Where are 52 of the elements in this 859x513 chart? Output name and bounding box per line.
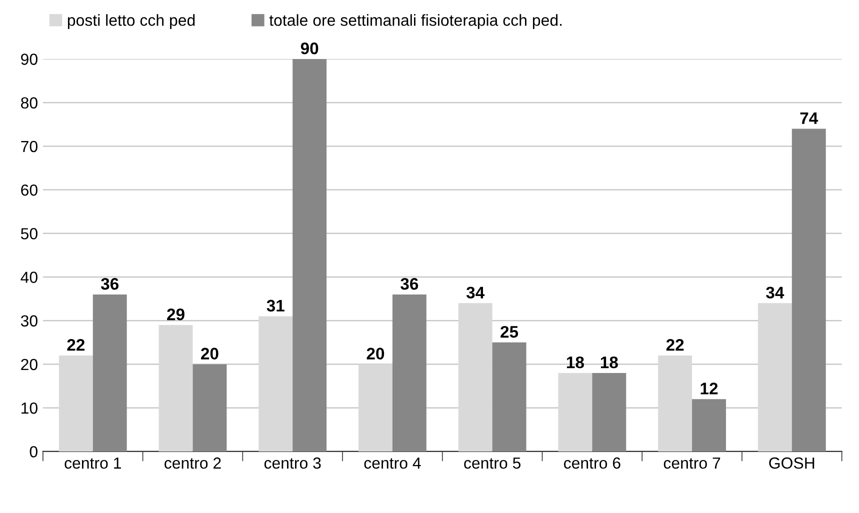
data-label: 36 [400, 278, 418, 290]
y-tick-label: 40 [20, 272, 38, 283]
data-label: 31 [266, 300, 284, 312]
y-tick-label: 0 [30, 446, 38, 458]
x-tick-label: centro 7 [664, 458, 720, 469]
legend-label: posti letto cch ped [68, 14, 195, 30]
y-tick-label: 20 [21, 358, 38, 370]
x-tick-label: centro 1 [64, 458, 121, 469]
bar [692, 399, 726, 452]
data-label: 34 [766, 286, 784, 299]
data-label: 20 [201, 348, 218, 360]
x-tick-label: GOSH [769, 457, 814, 469]
bar [492, 342, 526, 452]
data-label: 22 [666, 339, 684, 351]
bar [558, 372, 592, 452]
bar [392, 294, 426, 452]
data-label: 22 [67, 339, 85, 351]
data-label: 74 [800, 112, 818, 124]
data-label: 18 [566, 356, 584, 368]
bar [58, 356, 93, 452]
data-label: 36 [100, 278, 119, 290]
x-tick-label: centro 4 [364, 458, 421, 469]
bar [758, 303, 792, 452]
y-tick-label: 60 [21, 184, 38, 196]
bar [792, 128, 826, 452]
bar [592, 372, 626, 452]
y-tick-label: 70 [21, 140, 38, 152]
y-tick-label: 80 [21, 97, 38, 109]
y-tick-label: 10 [22, 402, 38, 414]
y-tick-label: 50 [20, 228, 38, 240]
bar [658, 356, 692, 452]
bar [358, 364, 392, 452]
data-label: 20 [366, 348, 384, 360]
x-tick-label: centro 6 [564, 457, 620, 469]
x-tick-label: centro 2 [164, 457, 221, 469]
legend-label: totale ore settimanali fisioterapia cch ped. [269, 14, 562, 30]
data-label: 25 [500, 326, 518, 338]
data-label: 90 [300, 42, 318, 54]
bar [258, 316, 293, 452]
x-tick-label: centro 3 [264, 457, 321, 469]
bar [92, 294, 127, 452]
data-label: 12 [700, 382, 718, 394]
bar [458, 303, 492, 452]
y-tick-label: 30 [20, 315, 38, 327]
data-label: 34 [466, 286, 485, 299]
bar [292, 58, 327, 452]
bar [192, 364, 227, 452]
y-tick-label: 90 [21, 54, 38, 65]
x-tick-label: centro 5 [464, 458, 521, 469]
bar [158, 324, 193, 452]
data-label: 18 [600, 356, 618, 368]
data-label: 29 [167, 308, 184, 320]
